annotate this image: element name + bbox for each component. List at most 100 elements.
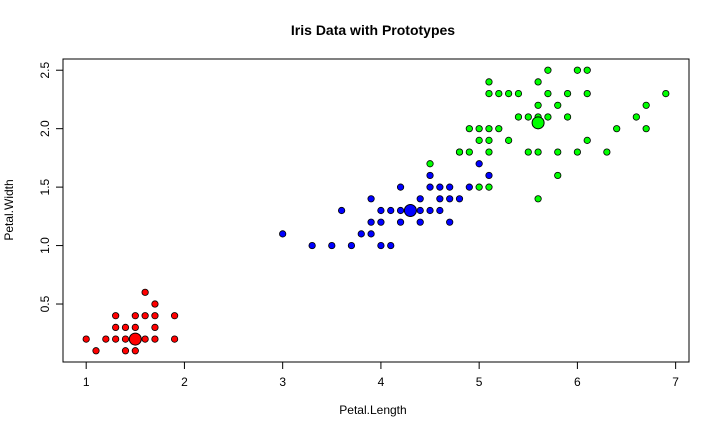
y-axis-label: Petal.Width	[2, 179, 16, 240]
data-point	[436, 183, 444, 191]
data-point	[534, 195, 542, 203]
data-point	[505, 136, 513, 144]
data-point	[475, 160, 483, 168]
data-point	[426, 206, 434, 215]
data-point	[357, 230, 365, 238]
data-point	[367, 195, 375, 203]
x-tick-label: 3	[279, 375, 286, 389]
points-layer	[82, 66, 670, 355]
data-point	[396, 183, 405, 191]
data-point	[485, 90, 493, 98]
data-point	[583, 136, 591, 144]
y-tick-label: 2.5	[38, 62, 52, 79]
x-axis-label: Petal.Length	[339, 403, 406, 417]
data-point	[328, 241, 336, 250]
data-point	[603, 148, 611, 156]
data-point	[446, 183, 454, 191]
data-point	[131, 323, 139, 331]
data-point	[514, 113, 523, 121]
data-point	[514, 90, 523, 98]
data-point	[151, 323, 159, 331]
data-point	[465, 125, 473, 133]
data-point	[377, 218, 385, 226]
data-point	[485, 171, 493, 180]
data-point	[377, 241, 385, 250]
data-point	[524, 148, 532, 156]
data-point	[554, 171, 562, 180]
data-point	[554, 148, 562, 156]
prototype-point	[403, 204, 417, 217]
data-point	[642, 101, 650, 109]
data-point	[102, 335, 110, 343]
data-point	[436, 195, 444, 203]
data-point	[455, 195, 464, 203]
data-point	[121, 347, 130, 355]
data-point	[338, 206, 346, 215]
data-point	[171, 312, 179, 320]
data-point	[82, 335, 90, 343]
y-tick-label: 1.0	[38, 237, 52, 254]
data-point	[632, 113, 640, 121]
data-point	[141, 335, 149, 343]
data-point	[446, 195, 454, 203]
data-point	[131, 312, 139, 320]
data-point	[613, 125, 621, 133]
data-point	[544, 90, 552, 98]
y-axis: 0.5 1.0 1.5 2.0 2.5	[38, 62, 64, 312]
data-point	[112, 335, 120, 343]
data-point	[387, 206, 395, 215]
data-point	[377, 206, 385, 215]
prototype-layer	[128, 116, 545, 346]
data-point	[662, 90, 670, 98]
data-point	[347, 241, 356, 250]
data-point	[446, 218, 454, 226]
data-point	[544, 113, 552, 121]
data-point	[416, 218, 424, 226]
data-point	[426, 183, 434, 191]
data-point	[642, 125, 650, 133]
data-point	[426, 171, 434, 180]
data-point	[396, 206, 405, 215]
data-point	[485, 136, 493, 144]
y-tick-label: 2.0	[38, 120, 52, 137]
x-tick-label: 7	[672, 375, 679, 389]
y-tick-label: 0.5	[38, 295, 52, 312]
y-tick-label: 1.5	[38, 178, 52, 195]
data-point	[475, 183, 483, 191]
data-point	[465, 183, 473, 191]
data-point	[583, 90, 591, 98]
data-point	[426, 160, 434, 168]
data-point	[387, 241, 395, 250]
data-point	[151, 335, 159, 343]
chart-title: Iris Data with Prototypes	[291, 22, 455, 38]
data-point	[92, 347, 100, 355]
data-point	[141, 312, 149, 320]
data-point	[436, 206, 444, 215]
data-point	[475, 136, 483, 144]
data-point	[131, 347, 139, 355]
data-point	[573, 148, 581, 156]
x-axis: 1 2 3 4 5 6 7	[83, 361, 679, 389]
data-point	[465, 148, 473, 156]
data-point	[279, 230, 287, 238]
data-point	[485, 183, 493, 191]
x-tick-label: 1	[83, 375, 90, 389]
data-point	[534, 148, 542, 156]
data-point	[151, 312, 159, 320]
x-tick-label: 6	[574, 375, 581, 389]
data-point	[485, 125, 493, 133]
prototype-point	[128, 332, 142, 346]
data-point	[396, 218, 405, 226]
data-point	[455, 148, 464, 156]
x-tick-label: 2	[181, 375, 188, 389]
data-point	[141, 288, 149, 296]
data-point	[573, 66, 581, 74]
data-point	[171, 335, 179, 343]
data-point	[485, 78, 493, 86]
data-point	[534, 101, 542, 109]
data-point	[495, 125, 503, 133]
data-point	[475, 125, 483, 133]
data-point	[505, 90, 513, 98]
data-point	[524, 113, 532, 121]
